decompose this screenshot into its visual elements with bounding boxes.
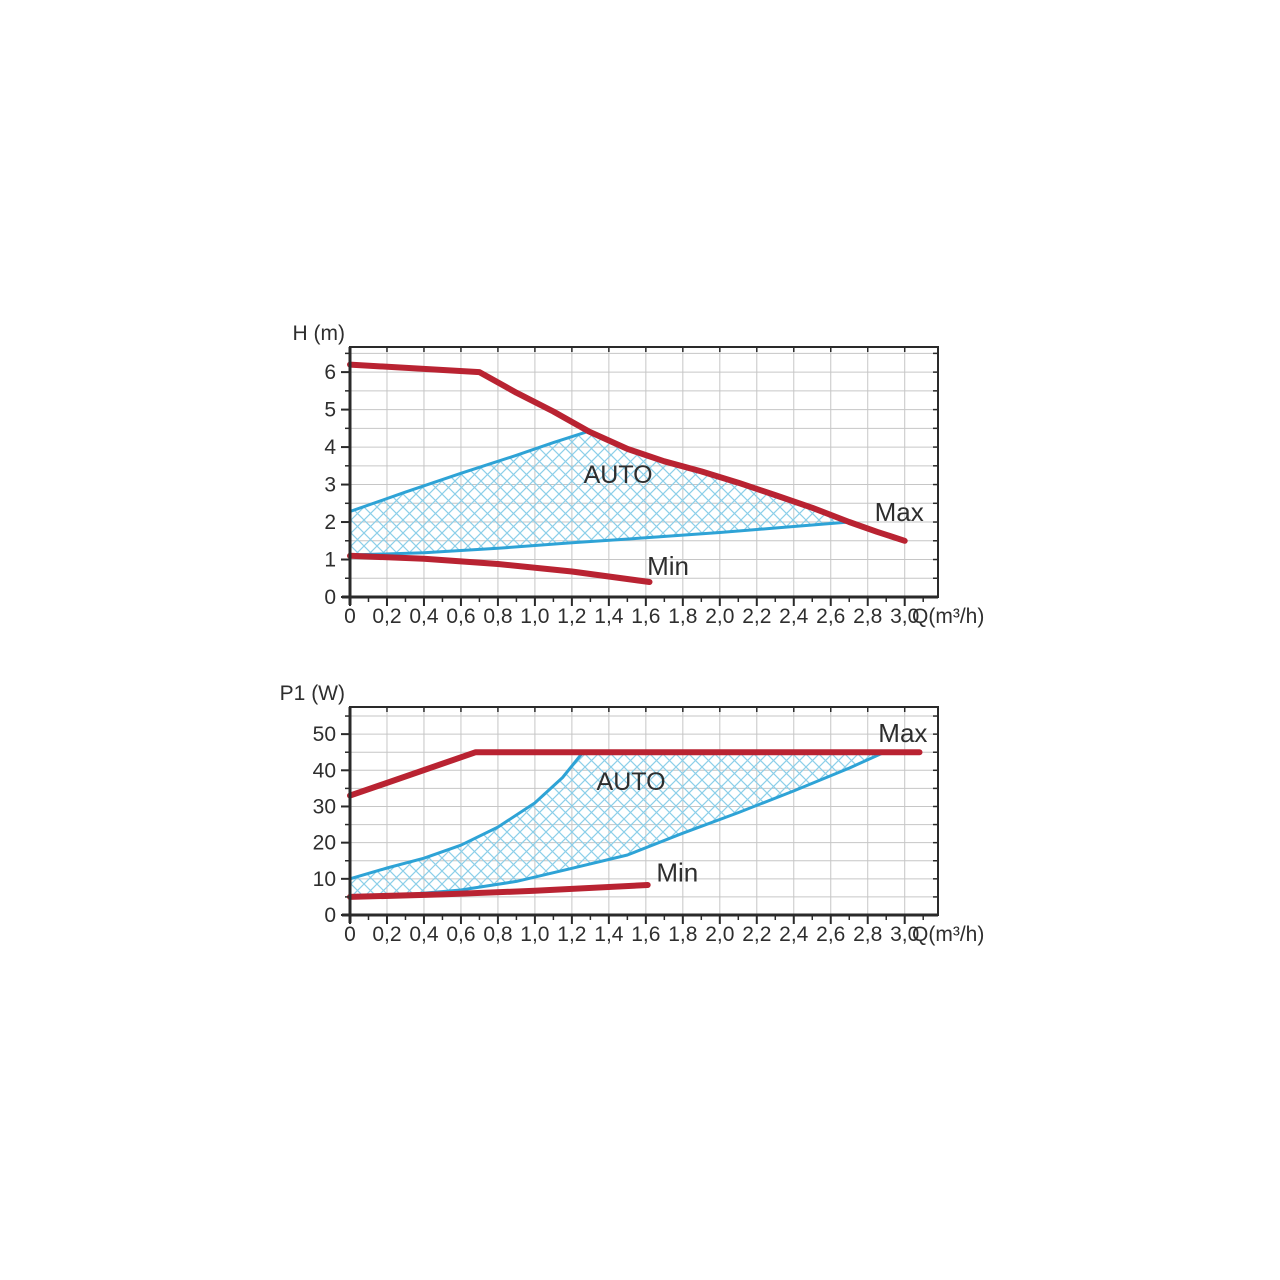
svg-text:1,2: 1,2: [557, 923, 586, 946]
power-flow-chart: 0 0,2 0,4 0,6 0,8 1,0 1,2 1,4 1,6 1,8 2,0 2,2 2,4 2,6…: [280, 682, 985, 946]
svg-text:2,6: 2,6: [816, 605, 845, 628]
svg-text:1,6: 1,6: [631, 605, 660, 628]
svg-text:1,2: 1,2: [557, 605, 586, 628]
auto-upper-boundary: [348, 750, 585, 881]
svg-text:2,2: 2,2: [742, 923, 771, 946]
svg-text:1,4: 1,4: [594, 923, 624, 946]
svg-text:0: 0: [344, 923, 356, 946]
svg-text:0,6: 0,6: [446, 605, 475, 628]
head-flow-chart: 0 0,2 0,4 0,6 0,8 1,0 1,2 1,4 1,6 1,8 2,0 2,2 2,4 2,6…: [293, 322, 985, 628]
max-label: Max: [875, 497, 924, 527]
svg-text:0: 0: [324, 904, 336, 927]
y-ticks: [341, 715, 938, 916]
x-ticks: [349, 347, 924, 606]
x-axis-label: Q(m³/h): [912, 923, 984, 946]
auto-upper-boundary: [348, 429, 590, 513]
auto-lower-boundary: [348, 520, 851, 557]
max-curve: [347, 749, 923, 799]
svg-text:0,8: 0,8: [483, 605, 512, 628]
min-label: Min: [656, 857, 698, 887]
gridlines: [350, 347, 938, 597]
x-tick-labels: 0 0,2 0,4 0,6 0,8 1,0 1,2 1,4 1,6 1,8 2,0 2,2 2,4 2,6…: [344, 923, 919, 946]
svg-text:0: 0: [324, 586, 336, 609]
svg-text:20: 20: [313, 832, 336, 855]
svg-text:2: 2: [324, 511, 336, 534]
y-axis-label: H (m): [293, 322, 345, 345]
y-tick-labels: 0 1 2 3 4 5 6: [324, 361, 336, 609]
x-tick-labels: 0 0,2 0,4 0,6 0,8 1,0 1,2 1,4 1,6 1,8 2,0 2,2 2,4 2,6…: [344, 605, 919, 628]
svg-text:1,0: 1,0: [520, 923, 549, 946]
max-curve: [347, 361, 908, 544]
svg-text:40: 40: [313, 759, 336, 782]
svg-text:2,0: 2,0: [705, 605, 734, 628]
auto-region: [350, 431, 850, 555]
svg-text:2,8: 2,8: [853, 923, 882, 946]
x-ticks: [349, 707, 924, 924]
svg-text:0,4: 0,4: [409, 923, 439, 946]
svg-text:0,6: 0,6: [446, 923, 475, 946]
svg-text:1: 1: [324, 549, 336, 572]
min-curve: [347, 882, 651, 900]
min-label: Min: [647, 551, 689, 581]
svg-text:1,6: 1,6: [631, 923, 660, 946]
svg-text:10: 10: [313, 868, 336, 891]
svg-text:3: 3: [324, 474, 336, 497]
svg-text:4: 4: [324, 436, 336, 459]
svg-text:50: 50: [313, 723, 336, 746]
y-tick-labels: 0 10 20 30 40 50: [313, 723, 336, 927]
svg-text:0,8: 0,8: [483, 923, 512, 946]
svg-text:0: 0: [344, 605, 356, 628]
svg-text:0,4: 0,4: [409, 605, 439, 628]
svg-text:3,0: 3,0: [890, 923, 919, 946]
svg-text:2,2: 2,2: [742, 605, 771, 628]
svg-text:1,8: 1,8: [668, 923, 697, 946]
svg-text:2,6: 2,6: [816, 923, 845, 946]
svg-text:6: 6: [324, 361, 336, 384]
x-axis-label: Q(m³/h): [912, 605, 984, 628]
svg-text:2,4: 2,4: [779, 605, 809, 628]
min-curve: [347, 552, 653, 585]
auto-region: [350, 752, 885, 897]
svg-text:0,2: 0,2: [372, 923, 401, 946]
svg-text:1,4: 1,4: [594, 605, 624, 628]
svg-text:30: 30: [313, 795, 336, 818]
svg-text:2,0: 2,0: [705, 923, 734, 946]
svg-text:5: 5: [324, 399, 336, 422]
svg-text:2,8: 2,8: [853, 605, 882, 628]
svg-text:1,0: 1,0: [520, 605, 549, 628]
svg-text:1,8: 1,8: [668, 605, 697, 628]
y-axis-label: P1 (W): [280, 682, 345, 705]
svg-text:0,2: 0,2: [372, 605, 401, 628]
svg-text:2,4: 2,4: [779, 923, 809, 946]
y-ticks: [341, 352, 938, 598]
auto-label: AUTO: [597, 768, 666, 796]
svg-text:3,0: 3,0: [890, 605, 919, 628]
max-label: Max: [878, 718, 927, 748]
auto-label: AUTO: [584, 461, 653, 489]
